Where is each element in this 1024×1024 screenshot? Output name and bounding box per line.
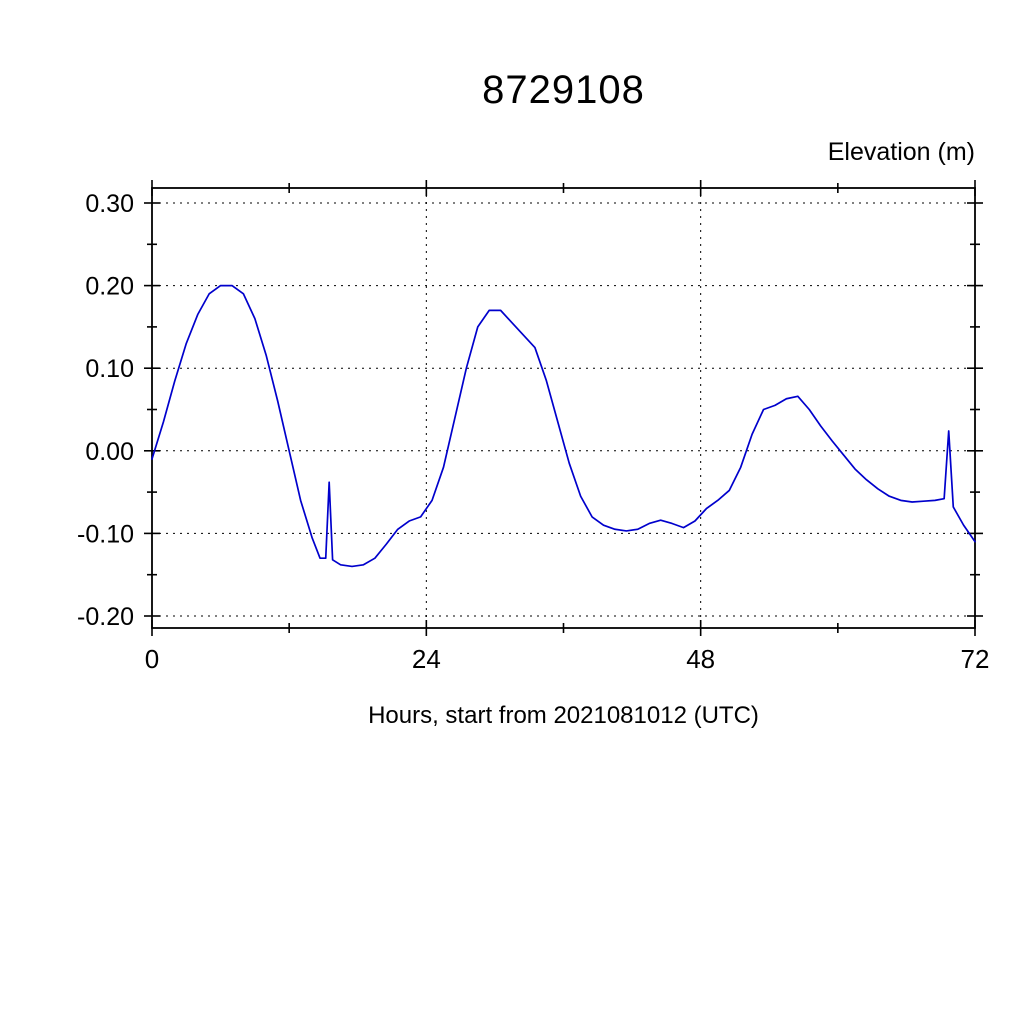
- x-tick-label: 0: [145, 644, 159, 674]
- y-tick-label: 0.20: [85, 273, 134, 301]
- y-tick-label: 0.30: [85, 190, 134, 218]
- elevation-line: [151, 284, 976, 568]
- elevation-plot: 0.30 0.20 0.10 0.00 -0.10 -0.20 0 24 48 72: [77, 180, 990, 674]
- y-tick-label: -0.10: [77, 520, 134, 548]
- x-tick-label: 48: [686, 644, 715, 674]
- y-tick-label: 0.10: [85, 355, 134, 383]
- y-tick-label: 0.00: [85, 438, 134, 466]
- chart-title: 8729108: [482, 68, 645, 112]
- x-axis-label: Hours, start from 2021081012 (UTC): [368, 702, 759, 729]
- x-tick-label: 24: [412, 644, 441, 674]
- x-tick-label: 72: [961, 644, 990, 674]
- plot-border: [151, 187, 976, 629]
- y-tick-label: -0.20: [77, 603, 134, 631]
- y-axis-unit-label: Elevation (m): [827, 138, 975, 166]
